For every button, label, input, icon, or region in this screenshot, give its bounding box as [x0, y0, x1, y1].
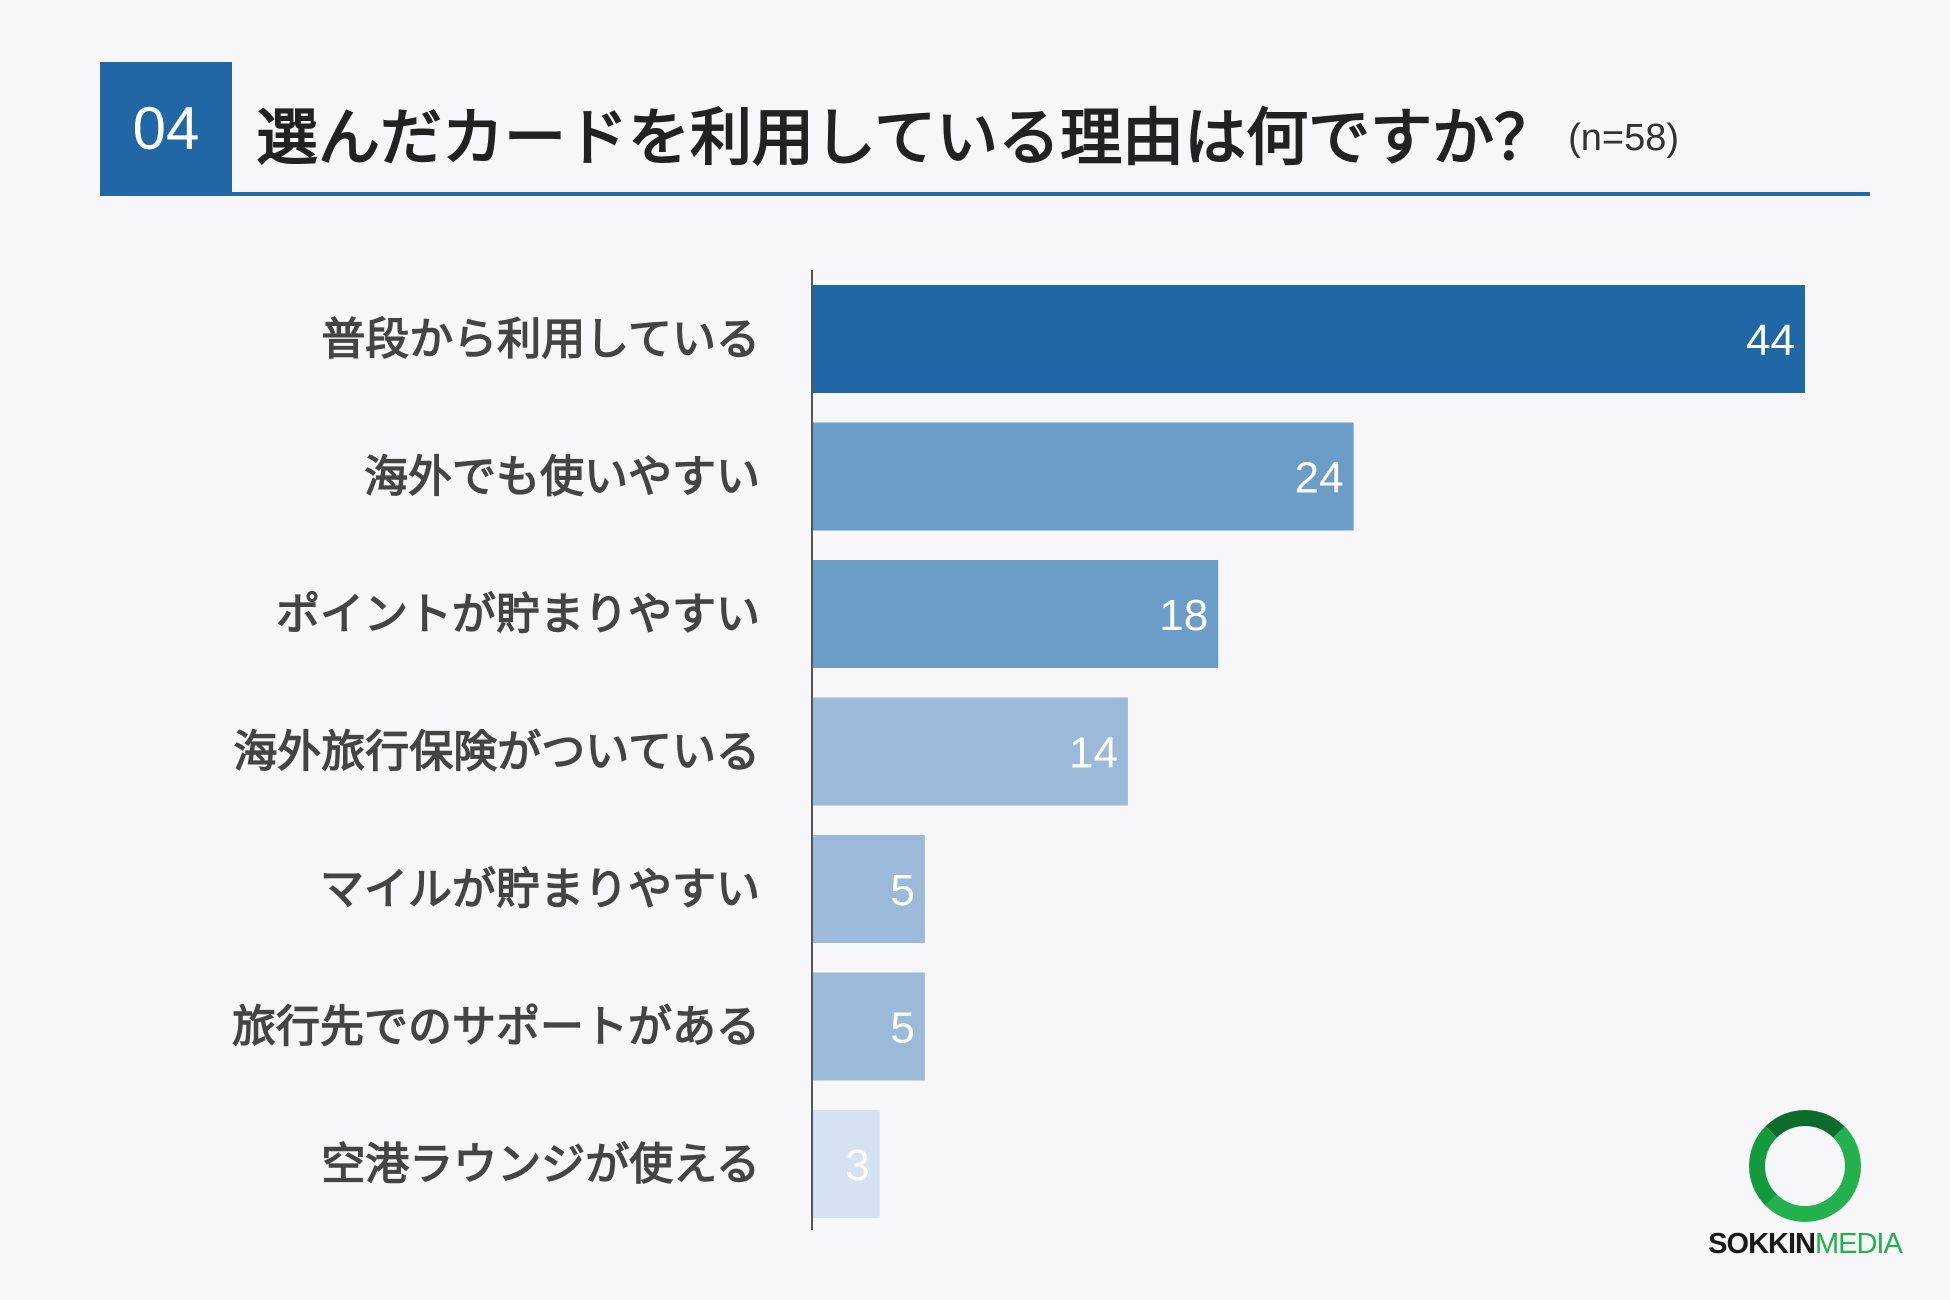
sokkin-media-logo: SOKKINMEDIA — [1690, 1110, 1920, 1260]
category-label-4: 海外旅行保険がついている — [233, 727, 760, 778]
sample-size-label: (n=58) — [1568, 116, 1680, 159]
chart-title: 選んだカードを利用している理由は何ですか？ (n=58) — [256, 82, 1679, 182]
category-label-7: 空港ラウンジが使える — [321, 1139, 760, 1190]
value-label-4: 14 — [1069, 729, 1118, 778]
bar-6 — [812, 972, 925, 1081]
bar-2 — [812, 422, 1354, 531]
category-label-5: マイルが貯まりやすい — [320, 864, 760, 915]
chart-header: 04 選んだカードを利用している理由は何ですか？ (n=58) — [100, 62, 1870, 196]
value-label-2: 24 — [1295, 454, 1344, 503]
value-label-3: 18 — [1159, 591, 1208, 640]
logo-text-bold: SOKKIN — [1708, 1228, 1816, 1260]
logo-text-light: MEDIA — [1814, 1228, 1903, 1260]
value-label-7: 3 — [845, 1141, 869, 1190]
value-label-1: 44 — [1746, 316, 1795, 365]
bar-3 — [812, 560, 1219, 668]
value-label-5: 5 — [890, 866, 914, 915]
bar-4 — [812, 697, 1128, 806]
question-number-badge: 04 — [100, 62, 232, 194]
title-text: 選んだカードを利用している理由は何ですか？ — [256, 101, 1557, 174]
logo-ring-icon — [1749, 1110, 1861, 1222]
category-label-6: 旅行先でのサポートがある — [232, 1002, 760, 1053]
bar-5 — [812, 835, 925, 943]
bar-7 — [812, 1110, 880, 1218]
category-label-2: 海外でも使いやすい — [364, 452, 760, 503]
category-label-1: 普段から利用している — [321, 314, 760, 365]
header-underline — [100, 192, 1870, 196]
value-label-6: 5 — [890, 1004, 914, 1053]
logo-wordmark: SOKKINMEDIA — [1690, 1228, 1920, 1261]
category-label-3: ポイントが貯まりやすい — [276, 589, 760, 640]
bar-1 — [812, 285, 1805, 393]
